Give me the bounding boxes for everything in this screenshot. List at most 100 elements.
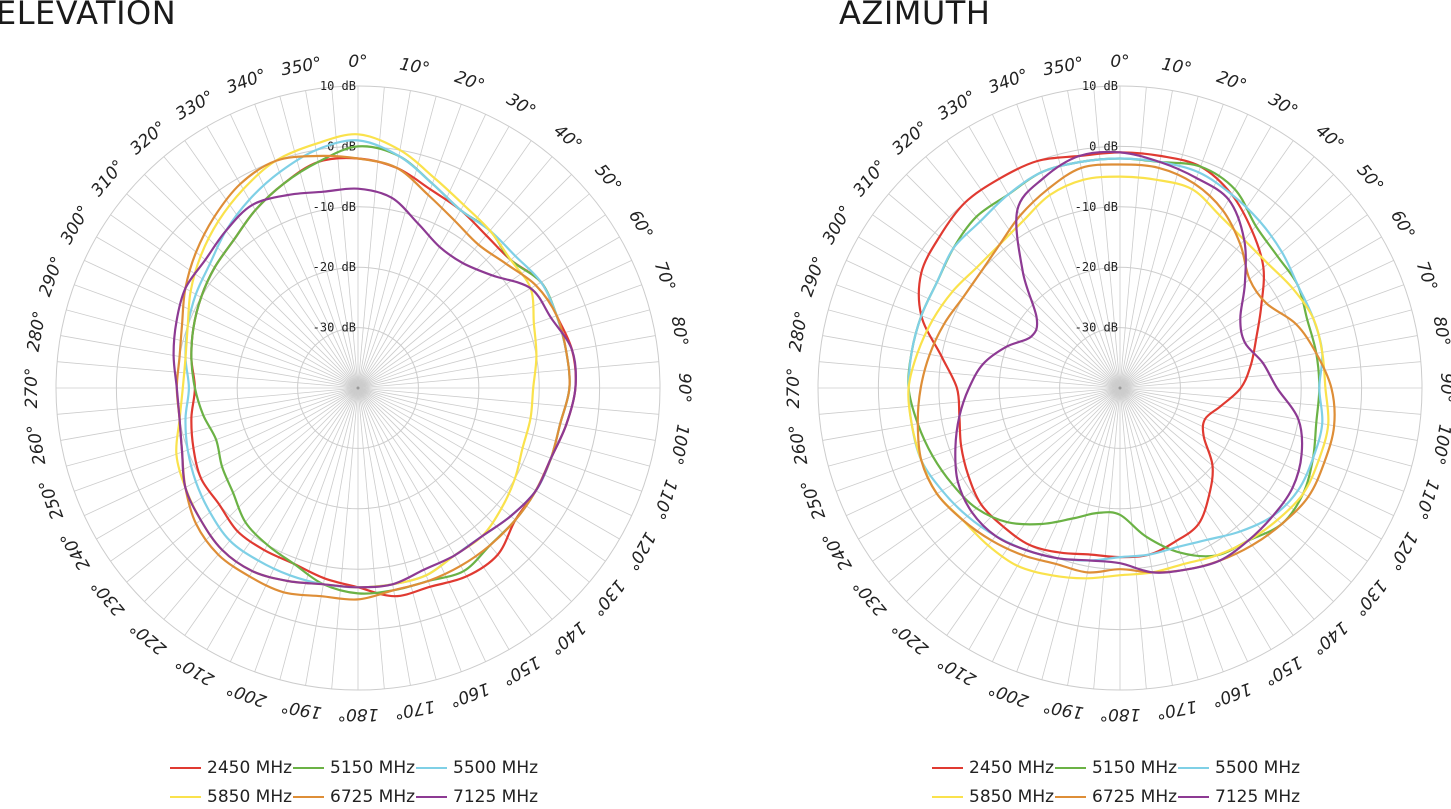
series-line-7125-mhz (954, 150, 1304, 574)
grid-spoke (1119, 236, 1382, 389)
legend-swatch (416, 796, 447, 798)
grid-circle (817, 85, 1423, 691)
radial-tick-label: -30 dB (1075, 321, 1118, 335)
grid-circle (1059, 327, 1181, 449)
grid-spoke (254, 387, 359, 672)
legend-swatch (932, 796, 963, 798)
grid-spoke (357, 214, 606, 389)
series-line-5850-mhz (907, 175, 1330, 580)
grid-spoke (357, 387, 659, 415)
angle-tick-label: 220° (888, 617, 932, 659)
grid-spoke (84, 387, 359, 516)
angle-tick-label: 350° (279, 54, 323, 81)
grid-spoke (858, 387, 1121, 540)
legend-swatch (416, 767, 447, 769)
grid-spoke (357, 193, 590, 389)
grid-spoke (357, 260, 632, 389)
grid-spoke (357, 387, 462, 672)
legend-label: 6725 MHz (330, 787, 416, 807)
grid-spoke (1119, 156, 1315, 389)
center-point (1118, 386, 1122, 390)
angle-tick-label: 70° (650, 259, 679, 294)
grid-spoke (1119, 387, 1382, 540)
grid-spoke (126, 193, 359, 389)
legend-label: 5150 MHz (330, 758, 416, 778)
angle-tick-label: 260° (24, 423, 51, 467)
grid-spoke (230, 114, 359, 389)
angle-tick-label: 270° (784, 368, 804, 409)
angle-tick-label: 170° (393, 696, 437, 723)
grid-spoke (1119, 114, 1248, 389)
angle-tick-label: 30° (1265, 89, 1301, 121)
grid-spoke (357, 236, 620, 389)
grid-spoke (144, 387, 359, 602)
grid-spoke (84, 260, 359, 389)
angle-tick-label: 130° (587, 575, 629, 619)
radial-tick-label: -10 dB (313, 200, 356, 214)
grid-spoke (60, 335, 359, 389)
legend-label: 5500 MHz (1215, 758, 1301, 778)
grid-spoke (1119, 387, 1334, 602)
grid-spoke (96, 236, 359, 389)
legend-label: 5500 MHz (453, 758, 539, 778)
angle-tick-label: 300° (819, 202, 857, 247)
angle-tick-label: 100° (666, 423, 693, 467)
grid-spoke (110, 214, 359, 389)
angle-tick-label: 100° (1428, 423, 1451, 467)
grid-spoke (1067, 387, 1121, 686)
radial-tick-label: -30 dB (313, 321, 356, 335)
grid-spoke (1119, 104, 1224, 389)
grid-spoke (60, 387, 359, 441)
grid-spoke (1119, 387, 1368, 562)
legend-swatch (170, 796, 201, 798)
legend-label: 5850 MHz (969, 787, 1055, 807)
angle-tick-label: 10° (1160, 54, 1193, 79)
legend-item: 2450 MHz (170, 756, 292, 780)
grid-spoke (1119, 140, 1294, 389)
grid-spoke (1016, 104, 1121, 389)
angle-tick-label: 290° (35, 254, 68, 299)
legend-swatch (1178, 767, 1209, 769)
grid-spoke (357, 387, 385, 689)
angle-tick-label: 160° (1209, 678, 1254, 711)
angle-tick-label: 330° (934, 87, 979, 125)
grid-spoke (1119, 214, 1368, 389)
legend-label: 5850 MHz (207, 787, 293, 807)
angle-tick-label: 120° (1383, 528, 1421, 573)
grid-spoke (1067, 90, 1121, 389)
grid-spoke (1119, 260, 1394, 389)
grid-spoke (968, 387, 1121, 650)
angle-tick-label: 90° (1436, 373, 1451, 403)
angle-tick-label: 200° (986, 678, 1031, 711)
angle-tick-label: 200° (224, 678, 269, 711)
grid-spoke (1041, 96, 1121, 389)
legend-item: 2450 MHz (932, 756, 1054, 780)
angle-tick-label: 290° (797, 254, 830, 299)
legend-item: 7125 MHz (1178, 785, 1300, 809)
grid-spoke (357, 156, 553, 389)
angle-tick-label: 240° (57, 528, 95, 573)
angle-tick-label: 250° (35, 477, 68, 522)
angle-tick-label: 210° (172, 651, 217, 689)
grid-spoke (357, 387, 606, 562)
grid-spoke (1119, 387, 1421, 415)
angle-tick-label: 10° (398, 54, 431, 79)
elevation-title: ELEVATION (0, 0, 177, 32)
grid-spoke (1119, 387, 1248, 662)
grid-spoke (357, 87, 385, 389)
angle-tick-label: 80° (1429, 315, 1451, 348)
grid-spoke (357, 387, 620, 540)
legend-item: 7125 MHz (416, 785, 538, 809)
grid-spoke (992, 114, 1121, 389)
grid-spoke (357, 96, 437, 389)
grid-spoke (822, 335, 1121, 389)
angle-tick-label: 60° (624, 207, 656, 243)
grid-spoke (1119, 126, 1272, 389)
series-line-6725-mhz (916, 163, 1336, 574)
angle-tick-label: 110° (1410, 477, 1443, 522)
grid-spoke (1119, 387, 1147, 689)
radial-tick-label: 10 dB (320, 79, 356, 93)
grid-spoke (357, 284, 642, 389)
grid-spoke (846, 387, 1121, 516)
